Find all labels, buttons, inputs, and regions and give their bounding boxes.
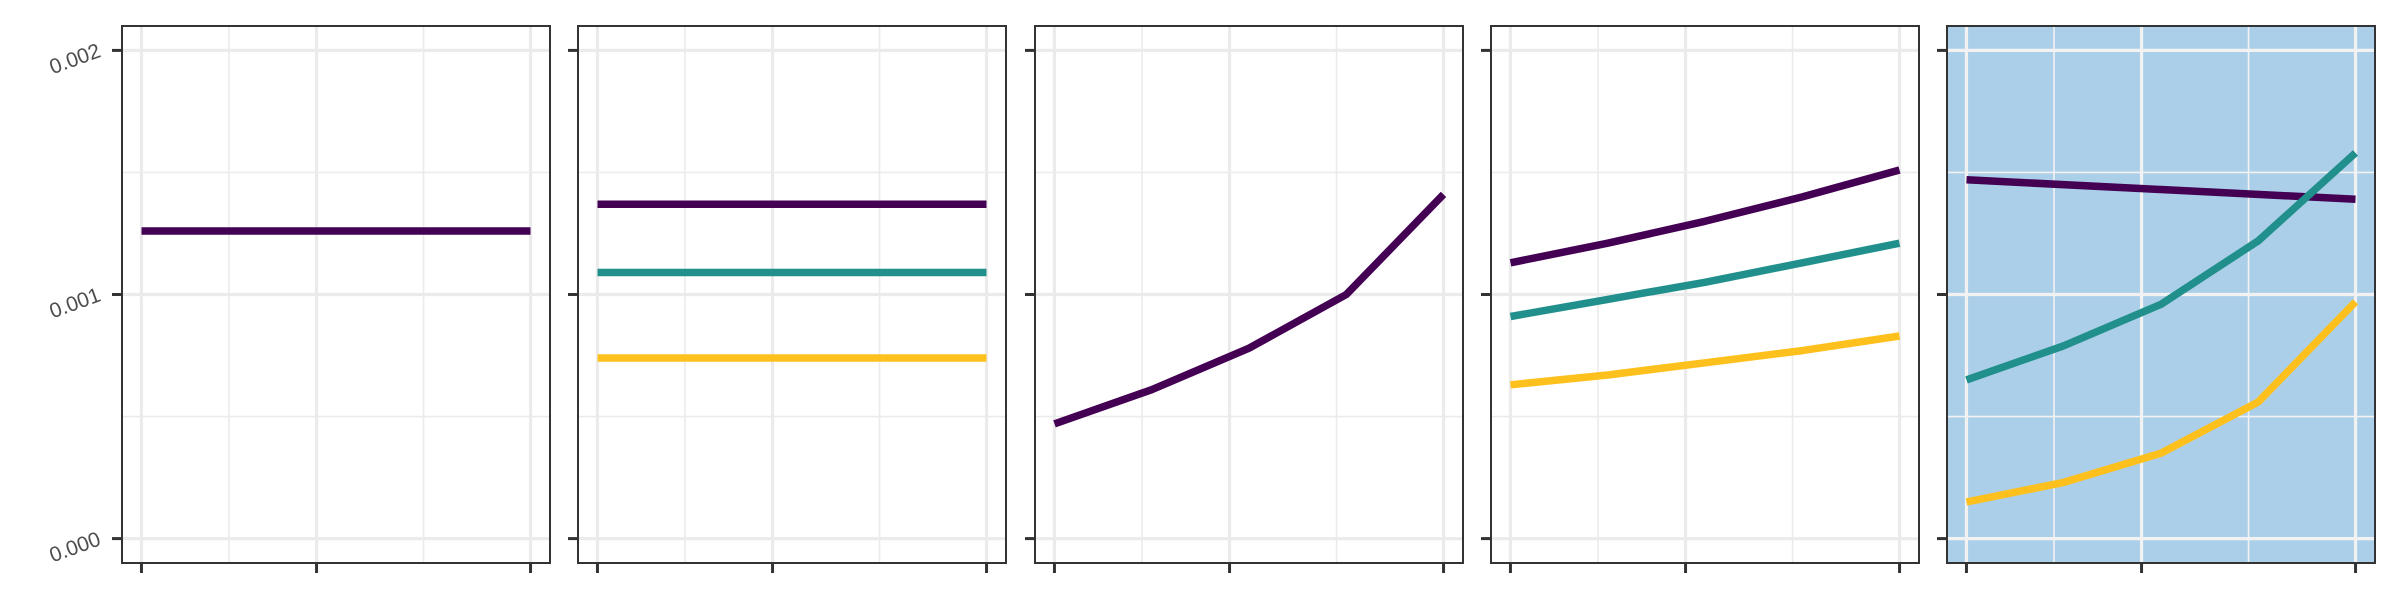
series-line-teal (1965, 150, 2359, 384)
series-line-yellow (1510, 332, 1901, 389)
panel-4 (1481, 25, 1920, 573)
series-line-purple (1053, 191, 1447, 428)
y-tick-label: 0.000 (46, 528, 103, 568)
y-tick-label: 0.001 (46, 284, 103, 324)
panel-3 (1025, 25, 1464, 573)
y-tick-label: 0.002 (46, 39, 103, 79)
series-line-purple (1509, 166, 1901, 267)
series-line-teal (1509, 239, 1901, 321)
panel-2 (568, 25, 1007, 573)
series-line-purple (1966, 176, 2356, 204)
panel-5 (1937, 25, 2376, 573)
panel-1 (112, 25, 551, 573)
series-line-yellow (1965, 299, 2359, 506)
